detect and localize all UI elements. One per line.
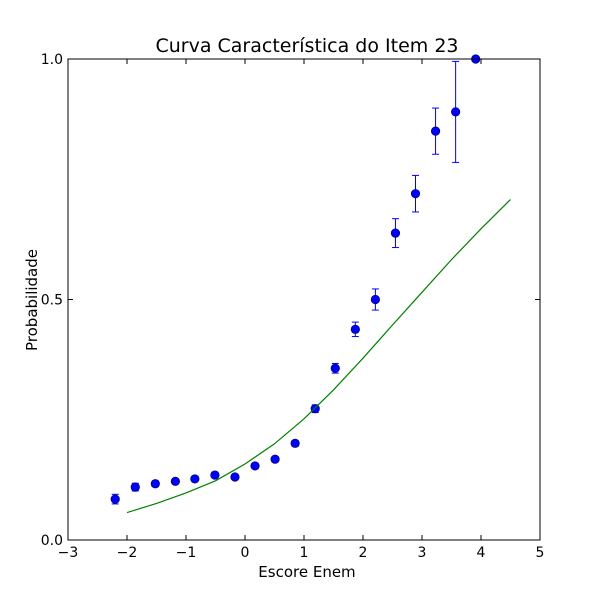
- data-point: [390, 228, 401, 238]
- data-point: [210, 470, 220, 480]
- y-axis-title: Probabilidade: [23, 249, 41, 351]
- y-tick-label: 0.5: [41, 293, 63, 309]
- data-point: [330, 363, 340, 373]
- data-point: [150, 479, 160, 489]
- data-point: [451, 107, 461, 117]
- x-tick-label: 2: [359, 545, 368, 561]
- plot-area: [110, 54, 511, 514]
- x-tick-label: 5: [536, 545, 545, 561]
- data-point: [350, 324, 360, 334]
- x-axis-title: Escore Enem: [258, 563, 355, 581]
- data-point: [250, 461, 260, 471]
- x-tick-label: −2: [117, 545, 138, 561]
- x-tick-label: 4: [477, 545, 486, 561]
- data-point: [410, 189, 421, 199]
- x-tick-label: −1: [176, 545, 197, 561]
- fitted-curve-line: [126, 199, 511, 514]
- x-tick-label: −3: [58, 545, 79, 561]
- y-tick-label: 0.0: [41, 533, 63, 549]
- data-point: [270, 454, 280, 464]
- data-point: [190, 474, 200, 484]
- data-point: [230, 472, 240, 482]
- data-point: [130, 482, 140, 492]
- observed-points-series: [110, 54, 481, 505]
- x-tick-label: 1: [300, 545, 309, 561]
- x-tick-label: 0: [241, 545, 250, 561]
- y-tick-label: 1.0: [41, 52, 63, 68]
- axis-ticks: −3 −2 −1 0 1 2 3 4 5 0.0 0.5 1.0: [41, 52, 545, 561]
- chart-title: Curva Característica do Item 23: [155, 35, 458, 57]
- data-point: [370, 294, 380, 305]
- data-point: [290, 438, 300, 448]
- data-point: [170, 476, 180, 486]
- x-tick-label: 3: [418, 545, 427, 561]
- data-point: [110, 494, 120, 504]
- data-point: [430, 126, 441, 136]
